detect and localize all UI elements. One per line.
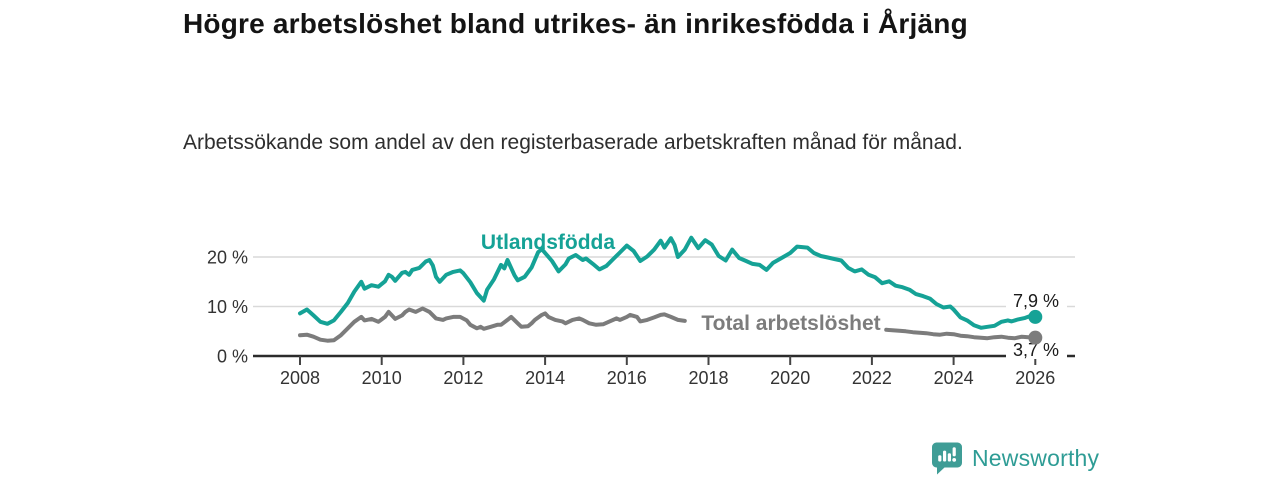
y-tick-label-0: 0 % bbox=[217, 347, 248, 367]
end-label-backdrop-gray bbox=[1006, 341, 1067, 359]
chart-title: Högre arbetslöshet bland utrikes- än inr… bbox=[183, 8, 968, 39]
x-tick-label-2018: 2018 bbox=[688, 368, 728, 388]
line-utlandsf-dda-seg0 bbox=[298, 235, 1038, 330]
end-dot-total-arbetsl-shet bbox=[1028, 330, 1043, 345]
x-tick-label-2010: 2010 bbox=[362, 368, 402, 388]
data-series bbox=[298, 235, 1038, 343]
series-label-utlandsfodda: Utlandsfödda bbox=[481, 231, 615, 254]
x-tick-label-2020: 2020 bbox=[770, 368, 810, 388]
end-dots bbox=[1028, 309, 1043, 345]
end-label-backdrop-teal bbox=[1006, 292, 1067, 310]
x-tick-label-2012: 2012 bbox=[443, 368, 483, 388]
line-total-arbetsl-shet-seg1 bbox=[884, 327, 1038, 341]
x-tick-label-2014: 2014 bbox=[525, 368, 565, 388]
logo-wordmark: Newsworthy bbox=[972, 445, 1100, 471]
x-tick-label-2022: 2022 bbox=[852, 368, 892, 388]
y-tick-label-10: 10 % bbox=[207, 297, 248, 317]
x-axis: 2008 2010 2012 2014 2016 2018 2020 2022 2024 2026 bbox=[253, 354, 1075, 388]
chart-subtitle: Arbetssökande som andel av den registerb… bbox=[183, 131, 963, 154]
x-tick-label-2024: 2024 bbox=[934, 368, 974, 388]
x-tick-label-2016: 2016 bbox=[607, 368, 647, 388]
newsworthy-logo: Newsworthy bbox=[931, 441, 1099, 476]
x-tick-label-2008: 2008 bbox=[280, 368, 320, 388]
line-total-arbetsl-shet-seg0 bbox=[298, 306, 687, 343]
end-value-label-utlandsfodda: 7,9 % bbox=[1013, 291, 1059, 311]
x-tick-label-2026: 2026 bbox=[1015, 368, 1055, 388]
series-label-total-arbetsloshet: Total arbetslöshet bbox=[701, 312, 880, 335]
speech-bubble-bar-chart-icon bbox=[932, 442, 962, 475]
y-tick-label-20: 20 % bbox=[207, 248, 248, 268]
chart-labels: Utlandsfödda Total arbetslöshet 7,9 % 3,… bbox=[481, 231, 1067, 360]
end-dot-utlandsf-dda bbox=[1028, 309, 1043, 324]
end-value-label-total: 3,7 % bbox=[1013, 340, 1059, 360]
gridlines: 0 % 10 % 20 % bbox=[207, 248, 1075, 367]
